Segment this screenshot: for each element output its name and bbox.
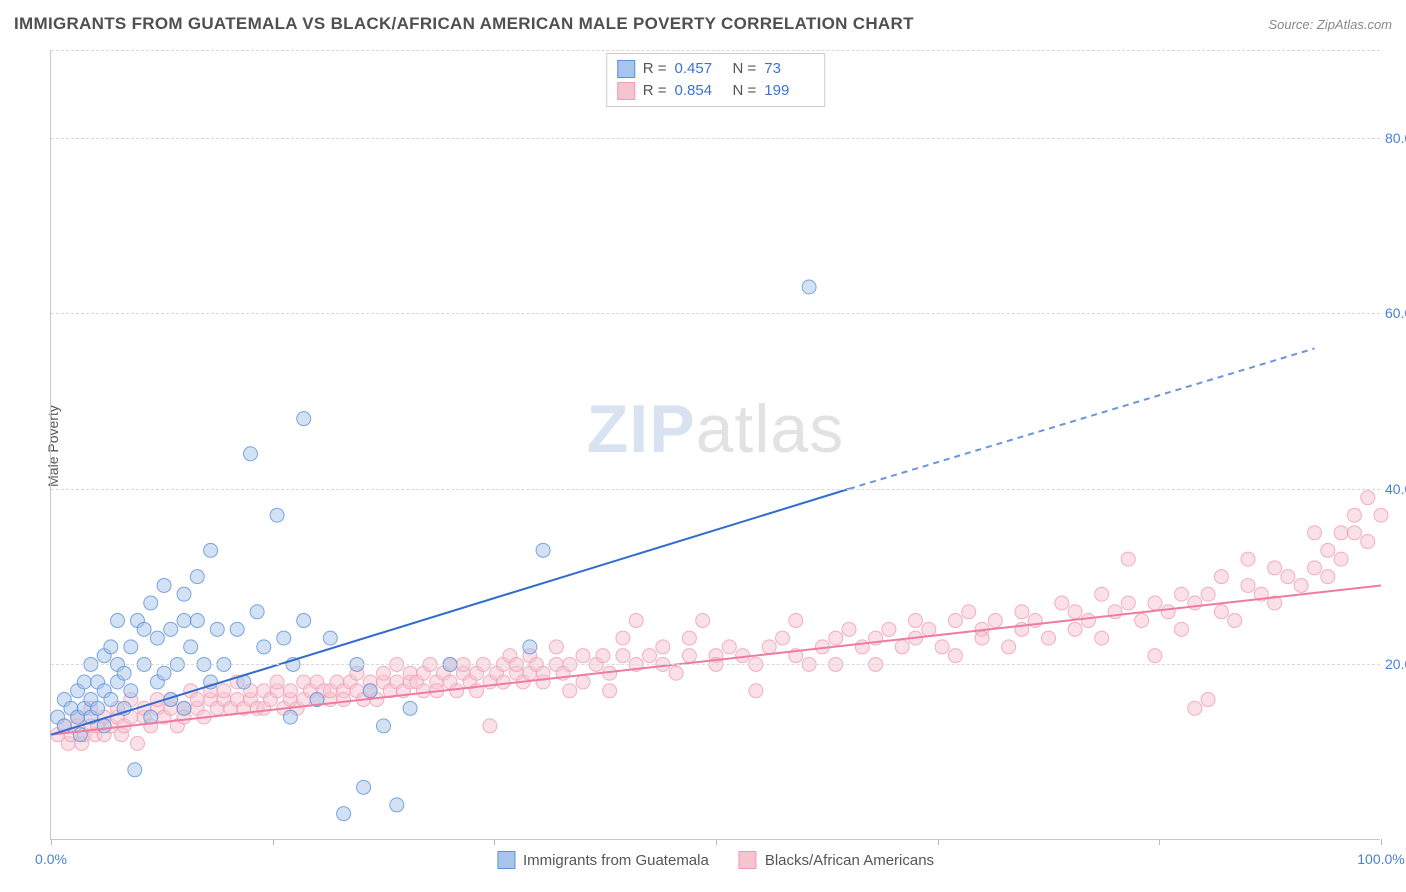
plot-area: ZIPatlas R = 0.457 N = 73 R = 0.854 N = …	[50, 50, 1380, 840]
y-tick-label: 80.0%	[1385, 130, 1406, 146]
legend-label-guatemala: Immigrants from Guatemala	[523, 852, 709, 869]
y-tick-label: 60.0%	[1385, 305, 1406, 321]
x-tick-label: 0.0%	[35, 851, 67, 867]
scatter-svg	[51, 50, 1380, 839]
x-tick-label: 100.0%	[1357, 851, 1404, 867]
legend-item-black: Blacks/African Americans	[739, 851, 934, 869]
swatch-black	[739, 851, 757, 869]
legend-item-guatemala: Immigrants from Guatemala	[497, 851, 709, 869]
series-legend: Immigrants from Guatemala Blacks/African…	[497, 851, 934, 869]
y-tick-label: 20.0%	[1385, 656, 1406, 672]
legend-label-black: Blacks/African Americans	[765, 852, 934, 869]
source-attribution: Source: ZipAtlas.com	[1268, 17, 1392, 32]
y-tick-label: 40.0%	[1385, 481, 1406, 497]
swatch-guatemala	[497, 851, 515, 869]
chart-title: IMMIGRANTS FROM GUATEMALA VS BLACK/AFRIC…	[14, 14, 914, 34]
